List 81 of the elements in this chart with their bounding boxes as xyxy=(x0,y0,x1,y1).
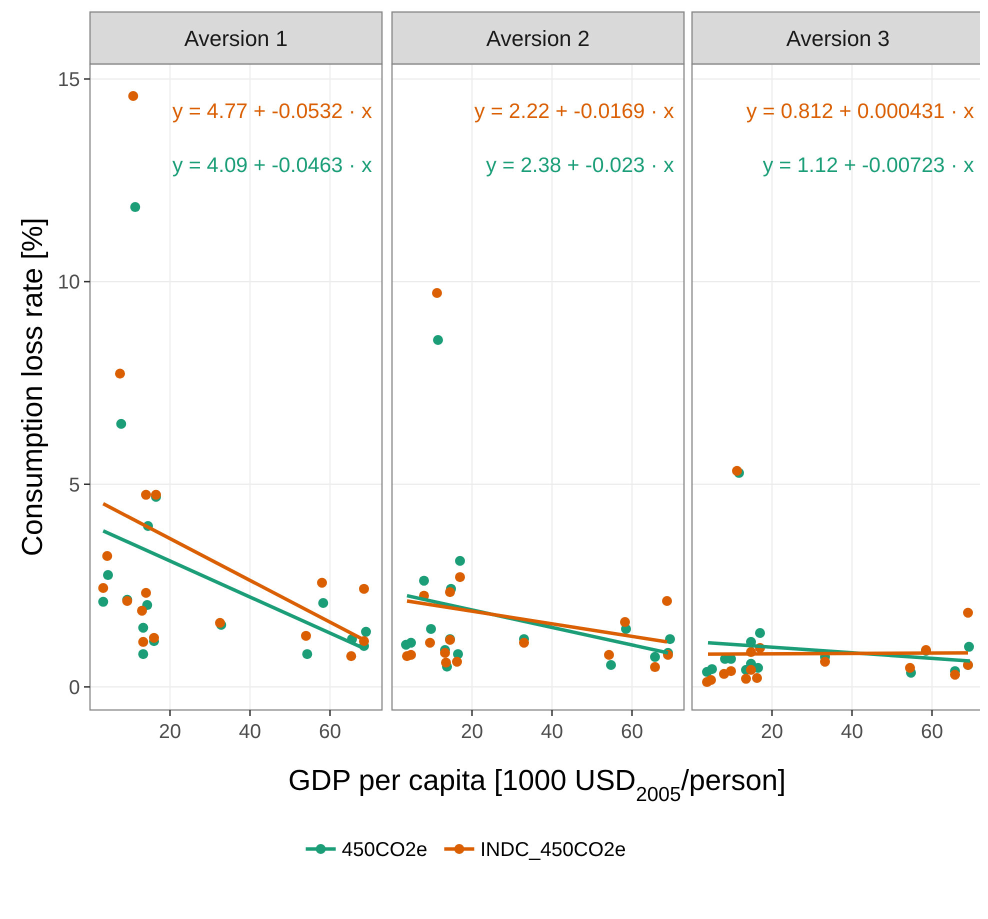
point xyxy=(103,570,113,580)
point xyxy=(138,649,148,660)
point xyxy=(115,368,125,379)
y-tick-label: 5 xyxy=(68,474,80,496)
point xyxy=(620,617,630,628)
point xyxy=(604,650,614,660)
point xyxy=(128,91,138,102)
x-tick-label: 20 xyxy=(760,721,784,743)
point xyxy=(98,596,108,607)
point xyxy=(445,587,455,598)
y-axis-title: Consumption loss rate [%] xyxy=(17,218,49,556)
point xyxy=(317,578,327,588)
point xyxy=(406,638,416,648)
point xyxy=(116,418,126,429)
point xyxy=(755,628,765,638)
point xyxy=(441,658,451,668)
point xyxy=(963,608,973,618)
point xyxy=(706,675,716,686)
point xyxy=(455,556,465,566)
point xyxy=(138,636,148,647)
point xyxy=(741,674,751,684)
point xyxy=(964,642,974,652)
point xyxy=(432,288,442,298)
point xyxy=(650,662,660,672)
point xyxy=(707,664,717,674)
point xyxy=(726,666,736,676)
point xyxy=(138,622,148,633)
annotation: y = 4.09 + -0.0463 · x xyxy=(172,154,372,177)
point xyxy=(440,648,450,658)
annotation: y = 2.22 + -0.0169 · x xyxy=(474,100,674,123)
x-tick-label: 20 xyxy=(460,721,484,743)
chart-title: Aversion 2 xyxy=(486,26,590,51)
point xyxy=(665,634,675,644)
annotation: y = 0.812 + 0.000431 · x xyxy=(746,100,974,123)
point xyxy=(425,638,435,648)
chart-title: Aversion 3 xyxy=(786,26,890,51)
point xyxy=(419,576,429,586)
point xyxy=(318,598,328,608)
point xyxy=(752,672,762,683)
point xyxy=(98,583,108,594)
point xyxy=(141,588,151,598)
x-tick-label: 40 xyxy=(840,721,864,743)
legend-label: 450CO2e xyxy=(342,839,428,861)
annotation: y = 4.77 + -0.0532 · x xyxy=(172,100,372,123)
point xyxy=(406,650,416,660)
x-axis-title: GDP per capita [1000 USD$_{2005}$/person] xyxy=(288,765,786,806)
point xyxy=(452,656,462,667)
point xyxy=(137,606,147,616)
point xyxy=(149,632,159,643)
point xyxy=(519,638,529,648)
x-tick-label: 40 xyxy=(238,721,262,743)
annotation: y = 2.38 + -0.023 · x xyxy=(486,154,674,177)
point xyxy=(650,652,660,662)
point xyxy=(346,651,356,662)
point xyxy=(455,572,465,582)
point xyxy=(302,649,312,660)
y-tick-label: 15 xyxy=(58,68,80,91)
annotation: y = 1.12 + -0.00723 · x xyxy=(762,154,974,177)
point xyxy=(820,656,830,667)
point xyxy=(606,660,616,670)
point xyxy=(950,670,960,680)
legend-label: INDC_450CO2e xyxy=(480,839,626,861)
point xyxy=(746,664,756,675)
point xyxy=(141,490,151,500)
point xyxy=(301,630,311,641)
y-tick-label: 10 xyxy=(58,272,80,294)
x-tick-label: 40 xyxy=(540,721,564,743)
point xyxy=(359,584,369,594)
x-tick-label: 60 xyxy=(620,721,644,743)
y-tick-label: 0 xyxy=(68,676,80,699)
x-tick-label: 60 xyxy=(318,721,342,743)
chart-title: Aversion 1 xyxy=(184,26,288,51)
x-tick-label: 60 xyxy=(920,721,944,743)
point xyxy=(102,550,112,561)
x-tick-label: 20 xyxy=(158,721,182,743)
point xyxy=(426,624,436,634)
point xyxy=(361,626,371,637)
point xyxy=(662,596,672,606)
point xyxy=(433,334,443,345)
point xyxy=(905,662,915,673)
point xyxy=(130,202,140,212)
